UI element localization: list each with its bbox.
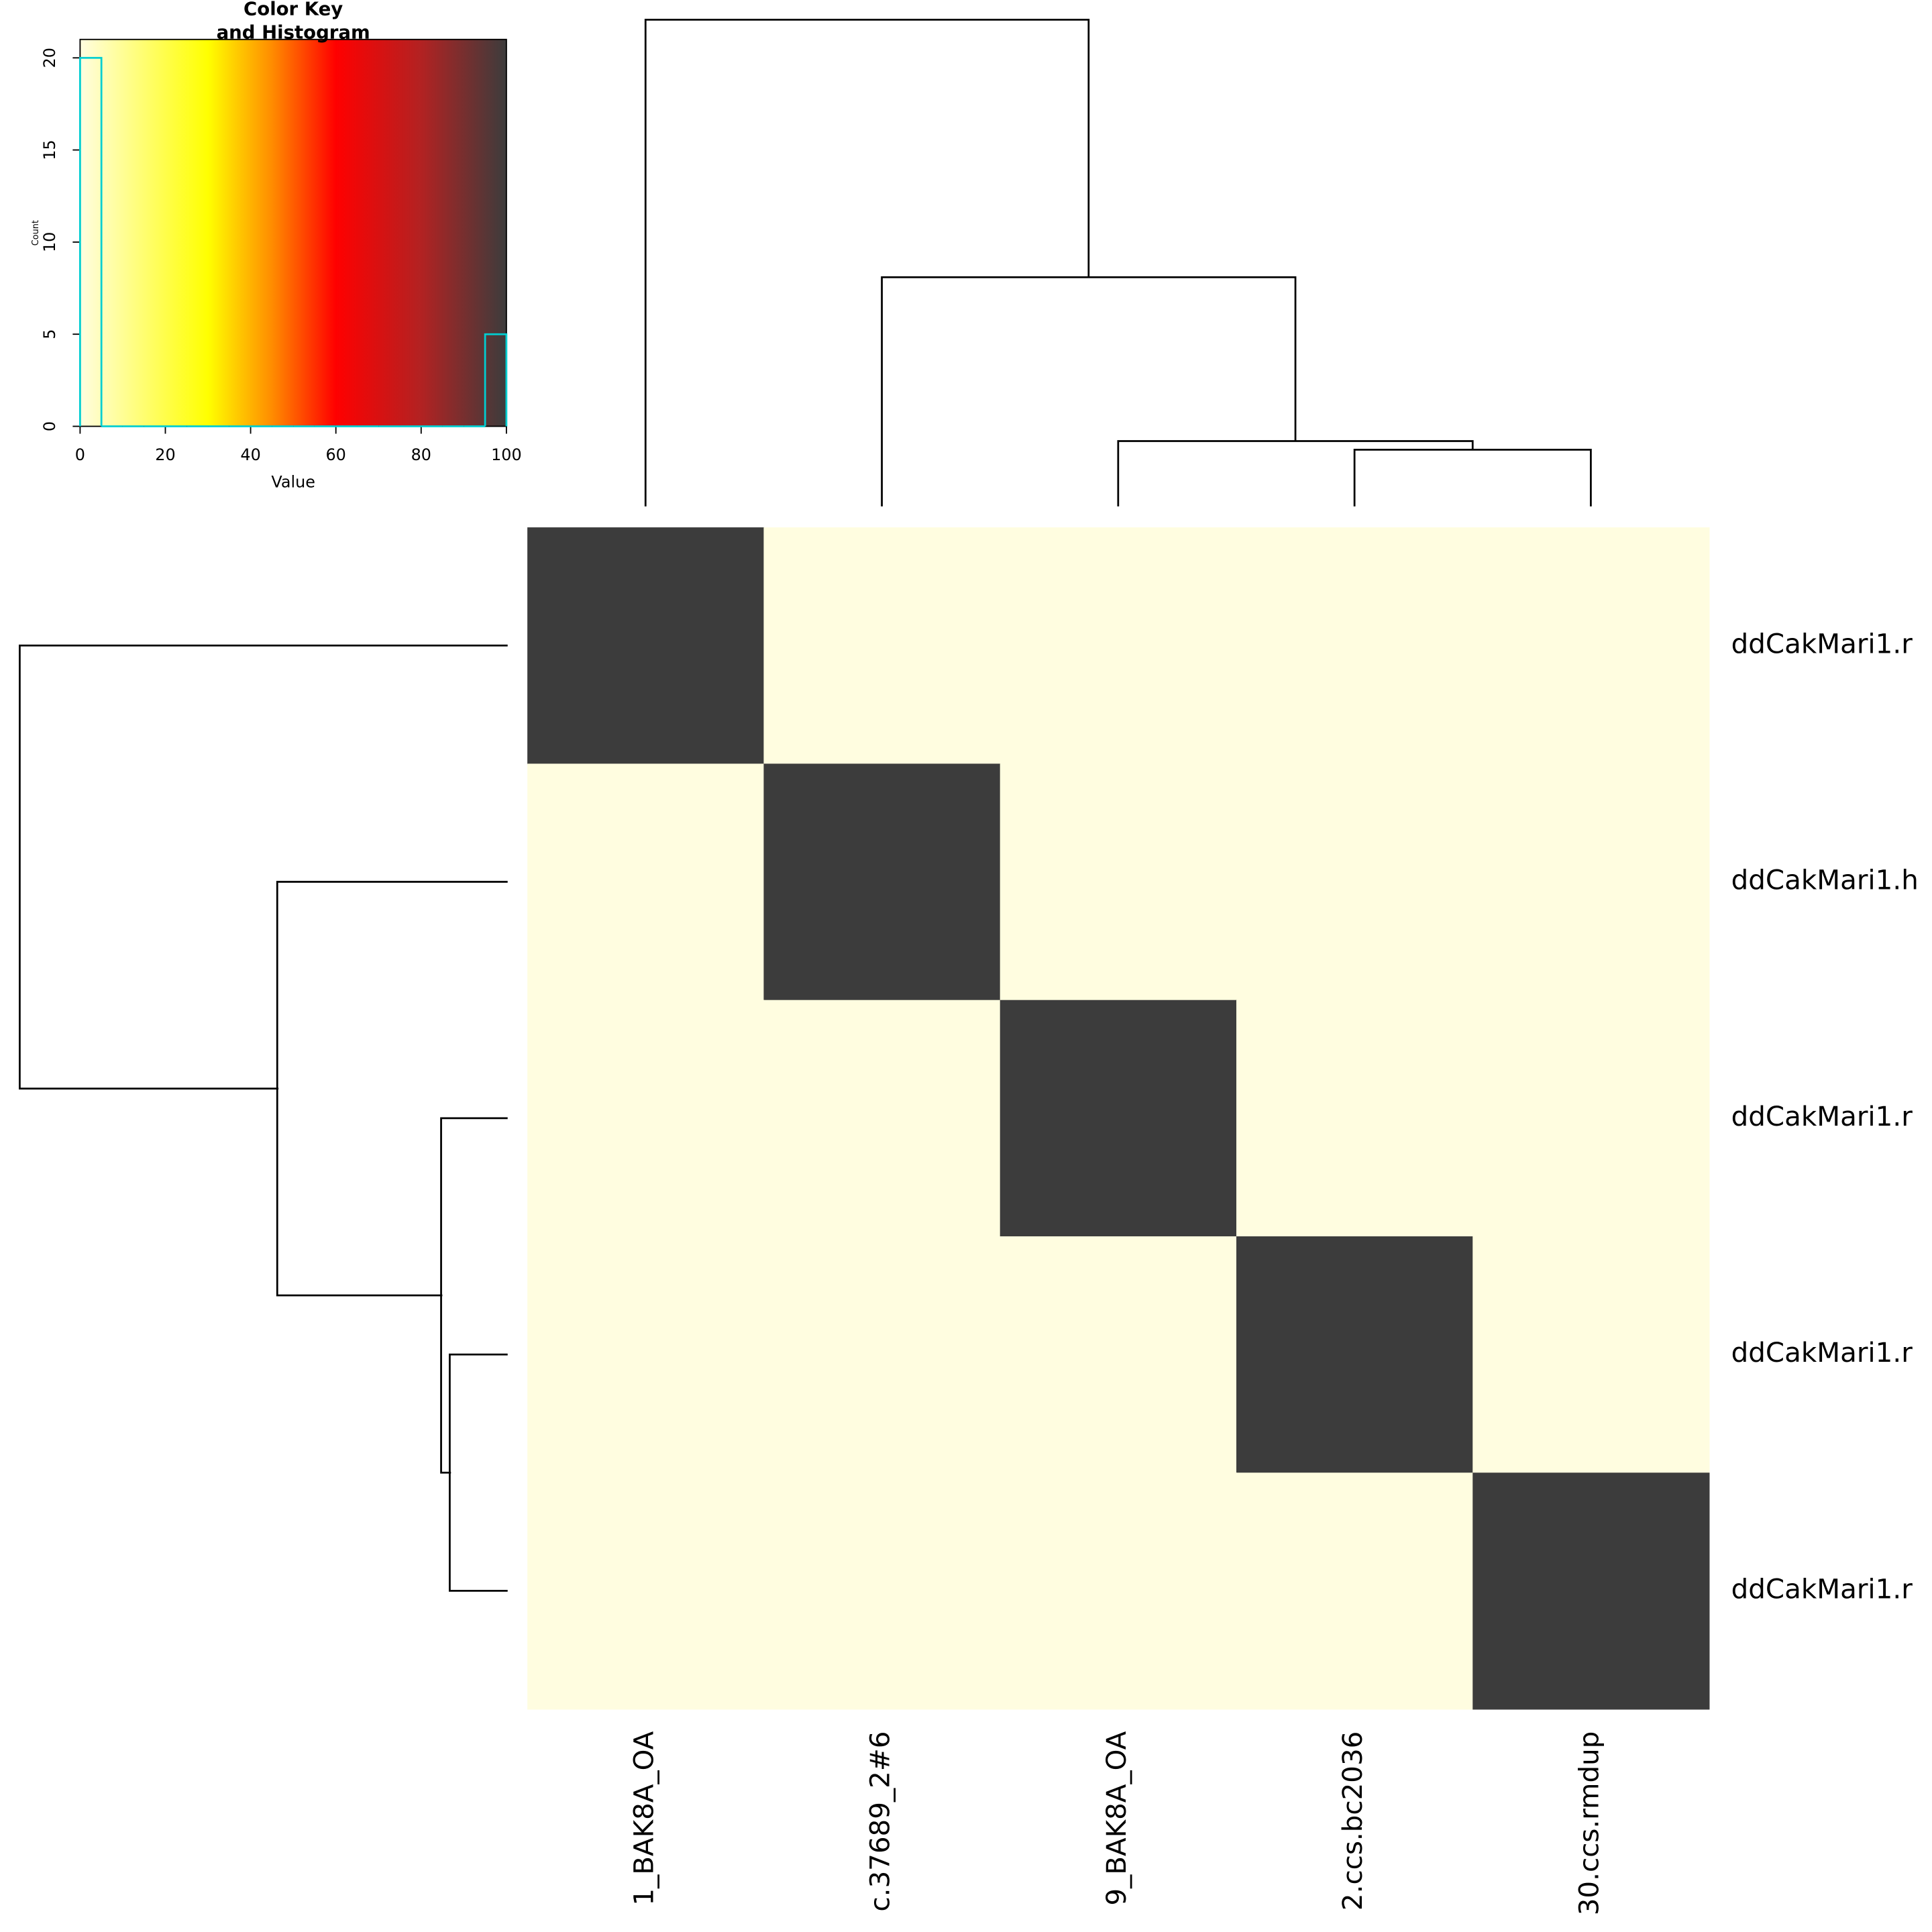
heatmap-cell [1472, 527, 1710, 765]
color-key [79, 38, 507, 427]
column-dendrogram [644, 19, 1090, 506]
y-tick-label: 10 [40, 232, 59, 252]
heatmap-cell [1236, 1236, 1474, 1474]
heatmap-cell [1472, 1472, 1710, 1710]
histogram-bar [484, 333, 508, 427]
column-label: 1_BAK8A_OA [627, 1731, 659, 1905]
x-tick-label: 60 [326, 445, 346, 464]
heatmap-cell [763, 763, 1001, 1001]
y-tick-label: 20 [40, 48, 59, 68]
heatmap-cell [1000, 527, 1237, 765]
x-tick-label: 0 [75, 445, 85, 464]
row-label: ddCakMari1.r [1731, 627, 1913, 659]
histogram-bar [79, 56, 103, 427]
heatmap-cell [1472, 763, 1710, 1001]
row-label: ddCakMari1.r [1731, 1100, 1913, 1132]
column-label: c.37689_2#6 [864, 1731, 896, 1912]
heatmap-cell [527, 1236, 765, 1474]
row-label: ddCakMari1.h [1731, 864, 1919, 896]
y-tick-label: 0 [40, 421, 59, 431]
row-dendrogram [276, 881, 508, 1297]
column-dendrogram [1353, 449, 1592, 506]
heatmap-cell [1472, 1000, 1710, 1237]
row-label: ddCakMari1.r [1731, 1336, 1913, 1368]
column-dendrogram [881, 276, 1297, 506]
heatmap-cell [1000, 763, 1237, 1001]
heatmap-cell [763, 1236, 1001, 1474]
heatmap-cell [763, 1000, 1001, 1237]
y-tick-label: 5 [40, 329, 59, 339]
heatmap-cell [763, 1472, 1001, 1710]
column-label: 30.ccs.rmdup [1572, 1731, 1605, 1916]
heatmap-cell [527, 1000, 765, 1237]
row-dendrogram [19, 644, 508, 1090]
heatmap-cell [1236, 1000, 1474, 1237]
color-key-title: Color Key [244, 0, 343, 20]
color-key-title: and Histogram [217, 22, 370, 44]
heatmap-cell [1236, 527, 1474, 765]
x-axis-label: Value [271, 473, 315, 492]
column-dendrogram [1117, 440, 1474, 506]
y-axis-label: Count [31, 220, 41, 246]
row-dendrogram [440, 1117, 508, 1474]
y-tick-label: 15 [40, 140, 59, 160]
heatmap-cell [1000, 1236, 1237, 1474]
x-tick-label: 100 [491, 445, 522, 464]
heatmap-cell [763, 527, 1001, 765]
heatmap-cell [1236, 763, 1474, 1001]
row-dendrogram [449, 1353, 508, 1592]
column-label: 9_BAK8A_OA [1100, 1731, 1132, 1905]
heatmap-cell [1472, 1236, 1710, 1474]
x-tick-label: 20 [155, 445, 175, 464]
row-label: ddCakMari1.r [1731, 1572, 1913, 1605]
column-label: 2.ccs.bc2036 [1336, 1731, 1368, 1911]
heatmap-cell [527, 527, 765, 765]
heatmap-cell [527, 763, 765, 1001]
heatmap-cell [1000, 1000, 1237, 1237]
heatmap-cell [1000, 1472, 1237, 1710]
heatmap-cell [1236, 1472, 1474, 1710]
x-tick-label: 40 [240, 445, 260, 464]
x-tick-label: 80 [411, 445, 431, 464]
heatmap-cell [527, 1472, 765, 1710]
